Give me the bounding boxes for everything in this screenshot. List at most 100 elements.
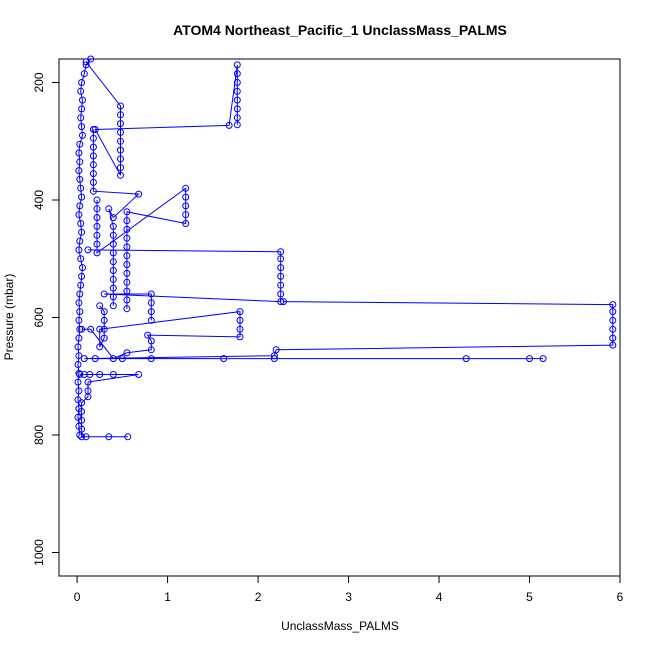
- data-point: [123, 278, 131, 286]
- data-point: [147, 299, 155, 307]
- data-point: [75, 334, 83, 342]
- data-point: [76, 290, 84, 298]
- data-point: [539, 355, 547, 363]
- data-point: [84, 393, 92, 401]
- data-point: [74, 378, 82, 386]
- data-point: [117, 102, 124, 110]
- data-point: [96, 371, 104, 378]
- data-point: [78, 325, 86, 333]
- data-point: [93, 196, 101, 204]
- data-point: [182, 193, 190, 201]
- plot-area: [74, 55, 617, 441]
- data-point: [123, 305, 131, 313]
- data-point: [75, 167, 83, 175]
- data-point: [100, 308, 108, 316]
- data-point: [236, 333, 244, 341]
- x-tick-label: 1: [164, 590, 171, 604]
- data-point: [76, 175, 84, 183]
- data-point: [100, 290, 108, 298]
- series-line: [85, 61, 238, 176]
- data-point: [109, 355, 117, 363]
- series-line: [87, 249, 282, 321]
- y-tick-label: 200: [32, 72, 46, 92]
- data-point: [182, 211, 190, 219]
- data-point: [105, 205, 113, 213]
- data-point: [233, 96, 241, 104]
- data-point: [77, 281, 85, 289]
- data-point: [78, 272, 86, 280]
- data-point: [182, 184, 190, 192]
- data-point: [105, 433, 113, 441]
- data-point: [78, 228, 86, 236]
- data-point: [109, 284, 117, 292]
- data-point: [279, 298, 287, 306]
- data-point: [123, 234, 131, 242]
- series-line: [96, 187, 187, 309]
- data-point: [89, 178, 97, 186]
- y-tick-label: 1000: [32, 539, 46, 566]
- x-tick-label: 4: [436, 590, 443, 604]
- data-point: [109, 302, 117, 310]
- data-point: [236, 308, 244, 316]
- data-point: [182, 202, 190, 210]
- y-tick-label: 800: [32, 425, 46, 445]
- data-point: [144, 331, 152, 339]
- data-point: [80, 70, 88, 78]
- data-point: [117, 146, 124, 154]
- data-point: [78, 399, 86, 407]
- plot-frame: [58, 58, 621, 577]
- data-series: [78, 302, 244, 363]
- data-point: [117, 164, 124, 172]
- data-point: [117, 171, 124, 179]
- data-point: [109, 371, 117, 378]
- data-point: [93, 240, 101, 248]
- data-point: [77, 255, 85, 263]
- y-axis: 200 400 600 800 1000: [32, 72, 60, 566]
- data-point: [609, 334, 617, 342]
- data-point: [277, 264, 285, 272]
- data-series: [82, 58, 241, 179]
- data-point: [96, 343, 104, 351]
- data-point: [124, 433, 132, 441]
- data-point: [100, 316, 108, 324]
- data-point: [77, 220, 85, 227]
- data-series: [89, 126, 143, 310]
- data-point: [123, 252, 131, 260]
- data-point: [93, 231, 101, 239]
- data-point: [78, 433, 86, 441]
- data-point: [135, 190, 143, 198]
- data-point: [277, 248, 285, 256]
- data-point: [147, 290, 155, 298]
- data-point: [117, 111, 124, 119]
- data-point: [225, 121, 233, 129]
- data-point: [236, 316, 244, 324]
- data-point: [233, 79, 241, 86]
- data-point: [77, 87, 85, 95]
- data-point: [147, 308, 155, 316]
- data-point: [75, 211, 83, 219]
- data-point: [78, 193, 86, 201]
- data-point: [89, 161, 97, 169]
- data-point: [76, 202, 84, 210]
- series-line: [84, 301, 614, 360]
- data-point: [233, 70, 241, 78]
- x-tick-label: 6: [617, 590, 624, 604]
- data-point: [86, 371, 94, 378]
- data-point: [82, 433, 90, 441]
- data-point: [78, 408, 86, 415]
- data-series: [84, 246, 285, 324]
- data-point: [74, 361, 82, 368]
- data-point: [123, 296, 131, 304]
- y-tick-label: 600: [32, 307, 46, 327]
- data-point: [117, 137, 124, 145]
- data-point: [609, 325, 617, 333]
- data-point: [75, 299, 83, 307]
- data-point: [117, 128, 124, 136]
- data-point: [109, 275, 117, 283]
- data-point: [277, 272, 285, 280]
- data-point: [526, 355, 533, 363]
- data-point: [609, 341, 617, 349]
- data-point: [109, 258, 117, 266]
- data-point: [236, 325, 244, 333]
- data-point: [117, 120, 124, 128]
